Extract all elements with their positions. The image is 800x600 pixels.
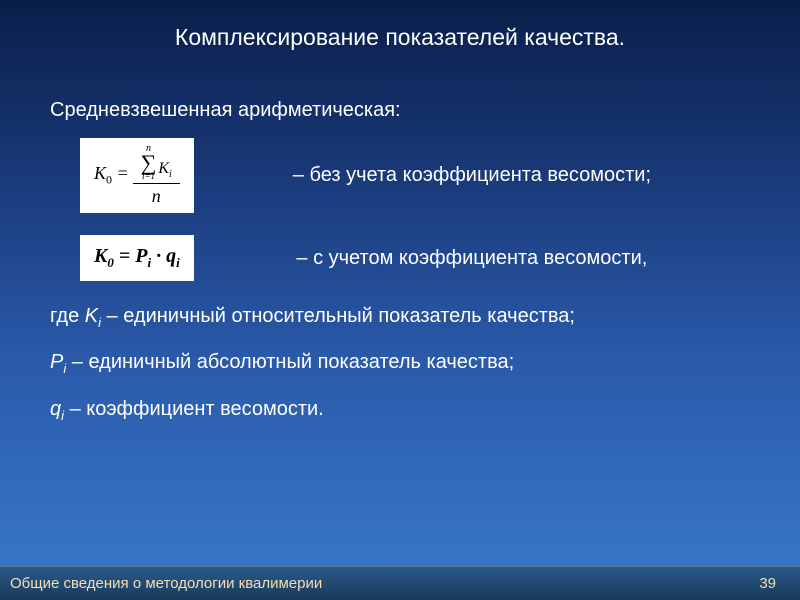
formula2-desc: – с учетом коэффициента весомости, bbox=[194, 245, 750, 271]
formula1-desc: – без учета коэффициента весомости; bbox=[194, 162, 750, 188]
f1-denom: n bbox=[152, 184, 161, 207]
formula-row-1: K0 = n ∑ i=1 Ki n – без учета коэффициен… bbox=[50, 138, 750, 213]
footer-text: Общие сведения о методологии квалимерии bbox=[10, 575, 322, 592]
footer-bar: Общие сведения о методологии квалимерии … bbox=[0, 566, 800, 600]
formula-row-2: K0 = Pi · qi – с учетом коэффициента вес… bbox=[50, 235, 750, 281]
f2-p: P bbox=[135, 245, 147, 267]
f2-k: K bbox=[94, 245, 107, 267]
d3-sym: q bbox=[50, 398, 61, 420]
d1-txt: – единичный относительный показатель кач… bbox=[101, 305, 575, 327]
formula1-fraction: n ∑ i=1 Ki n bbox=[133, 144, 180, 207]
subtitle: Средневзвешенная арифметическая: bbox=[50, 99, 750, 122]
d1-pre: где bbox=[50, 305, 85, 327]
formula1-lhs: K0 = bbox=[94, 163, 129, 188]
def-line-1: где Ki – единичный относительный показат… bbox=[50, 303, 750, 332]
def-line-2: Pi – единичный абсолютный показатель кач… bbox=[50, 349, 750, 378]
slide-title: Комплексирование показателей качества. bbox=[0, 0, 800, 81]
formula-box-1: K0 = n ∑ i=1 Ki n bbox=[80, 138, 194, 213]
d1-sym: K bbox=[85, 305, 98, 327]
f1-ki: K bbox=[158, 160, 169, 177]
f2-qsub: i bbox=[176, 255, 180, 270]
sum-term: Ki bbox=[158, 160, 171, 180]
formula-box-2: K0 = Pi · qi bbox=[80, 235, 194, 281]
f1-k-sub: 0 bbox=[106, 173, 112, 187]
content-area: Средневзвешенная арифметическая: K0 = n … bbox=[0, 99, 800, 425]
f1-numerator: n ∑ i=1 Ki bbox=[133, 144, 180, 184]
f1-ki-sub: i bbox=[169, 170, 172, 181]
page-number: 39 bbox=[759, 575, 776, 592]
def-line-3: qi – коэффициент весомости. bbox=[50, 396, 750, 425]
f1-k: K bbox=[94, 163, 106, 183]
f2-eq: = bbox=[114, 245, 135, 267]
sum-lower: i=1 bbox=[142, 172, 155, 181]
sum-block: n ∑ i=1 bbox=[141, 144, 157, 181]
formula2-expr: K0 = Pi · qi bbox=[94, 245, 180, 271]
f2-dot: · bbox=[151, 245, 166, 267]
definitions: где Ki – единичный относительный показат… bbox=[50, 303, 750, 426]
sigma-icon: ∑ bbox=[141, 154, 157, 172]
f2-q: q bbox=[166, 245, 176, 267]
d2-txt: – единичный абсолютный показатель качест… bbox=[66, 351, 514, 373]
d2-sym: P bbox=[50, 351, 63, 373]
d3-txt: – коэффициент весомости. bbox=[64, 398, 324, 420]
